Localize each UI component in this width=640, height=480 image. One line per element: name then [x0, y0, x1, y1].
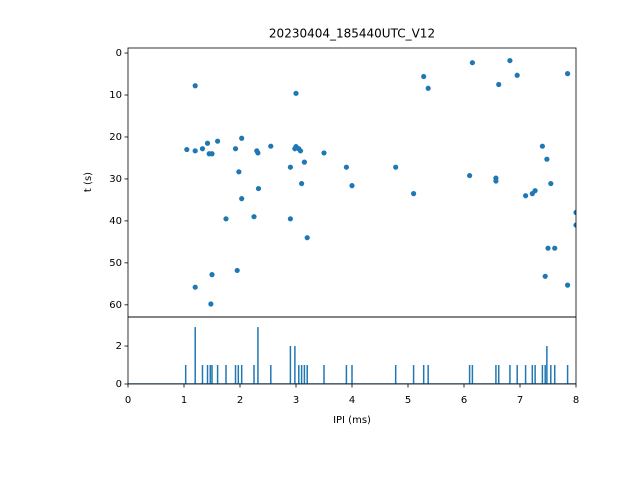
- x-tick-label: 2: [237, 395, 243, 406]
- chart-title: 20230404_185440UTC_V12: [269, 27, 435, 41]
- point: [251, 214, 257, 220]
- y-tick-label: 20: [109, 132, 122, 143]
- x-tick-label: 4: [349, 395, 355, 406]
- point: [236, 169, 242, 175]
- point: [425, 85, 431, 91]
- point: [192, 284, 198, 290]
- point: [192, 148, 198, 154]
- point: [234, 267, 240, 274]
- point: [573, 222, 576, 228]
- y-axis-label: t (s): [83, 172, 94, 192]
- y-tick-label: 0: [116, 379, 122, 390]
- point: [545, 245, 551, 251]
- x-tick-label: 7: [517, 395, 523, 406]
- point: [209, 272, 215, 278]
- point: [204, 140, 211, 146]
- x-axis-label: IPI (ms): [333, 415, 371, 426]
- y-tick-label: 60: [109, 300, 122, 311]
- point: [321, 150, 327, 156]
- point: [184, 146, 190, 153]
- point: [268, 143, 274, 149]
- point: [239, 196, 245, 202]
- point: [349, 183, 355, 189]
- y-tick-label: 50: [109, 258, 122, 269]
- point: [215, 138, 221, 144]
- point: [507, 57, 513, 64]
- x-tick-label: 3: [293, 395, 299, 406]
- point: [514, 72, 520, 78]
- x-tick-label: 5: [405, 395, 411, 406]
- point: [255, 185, 262, 192]
- axes-frame: [127, 316, 577, 385]
- point: [411, 191, 417, 197]
- point: [287, 164, 293, 170]
- point: [548, 180, 554, 187]
- y-tick-label: 30: [109, 174, 122, 185]
- point: [393, 164, 399, 170]
- point: [539, 143, 546, 149]
- point: [192, 83, 198, 89]
- point: [299, 180, 305, 187]
- x-tick-label: 1: [181, 395, 187, 406]
- point: [199, 146, 206, 152]
- plot-area: [128, 327, 576, 384]
- y-tick-label: 0: [116, 48, 122, 59]
- point: [542, 273, 548, 279]
- point: [239, 135, 245, 141]
- point: [496, 81, 502, 88]
- point: [565, 282, 571, 288]
- x-tick-label: 8: [573, 395, 579, 406]
- point: [208, 301, 214, 307]
- point: [255, 150, 261, 156]
- plot-area: [184, 57, 576, 307]
- point: [467, 172, 473, 179]
- point: [421, 73, 427, 80]
- point: [523, 193, 529, 199]
- point: [297, 148, 304, 154]
- point: [493, 178, 499, 184]
- point: [573, 209, 576, 216]
- point: [343, 164, 349, 170]
- point: [304, 235, 310, 241]
- point: [552, 245, 558, 251]
- y-tick-label: 2: [116, 341, 122, 352]
- point: [232, 146, 239, 152]
- point: [287, 216, 293, 222]
- point: [293, 90, 299, 96]
- point: [301, 159, 307, 165]
- point: [532, 188, 538, 194]
- point: [544, 156, 550, 162]
- point: [565, 70, 571, 77]
- y-tick-label: 10: [109, 90, 122, 101]
- point: [469, 60, 475, 66]
- x-tick-label: 6: [461, 395, 467, 406]
- point: [223, 216, 229, 222]
- x-tick-label: 0: [125, 395, 131, 406]
- point: [209, 151, 215, 157]
- y-tick-label: 40: [109, 216, 122, 227]
